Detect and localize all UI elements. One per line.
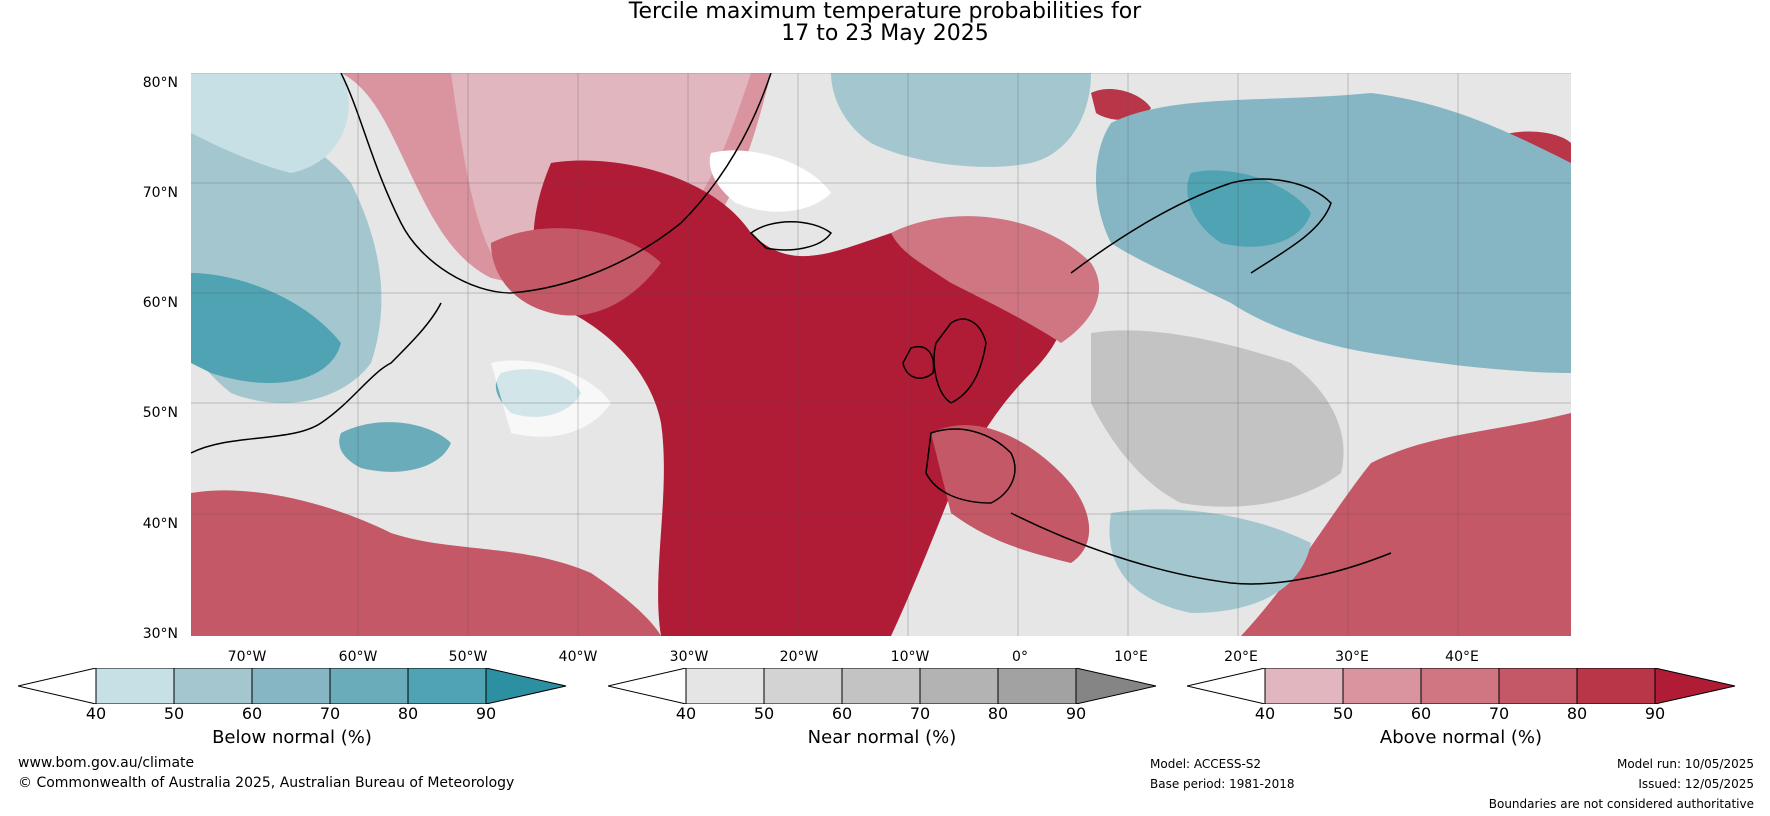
colorbar-near-tick: 80: [987, 704, 1009, 723]
colorbar-below-tick: 60: [241, 704, 263, 723]
colorbar-above-tick: 40: [1254, 704, 1276, 723]
colorbar-above: [1186, 667, 1737, 708]
lat-label-70n: 70°N: [142, 185, 178, 201]
colorbar-near-tick: 40: [675, 704, 697, 723]
colorbar-above-tick: 90: [1644, 704, 1666, 723]
colorbar-near-graphic: [607, 667, 1157, 705]
below-region-scandinavia-core: [1187, 170, 1311, 247]
map-canvas: [190, 72, 1571, 636]
colorbar-near-tick: 70: [909, 704, 931, 723]
colorbar-above-label: Above normal (%): [1379, 727, 1543, 748]
lon-label-40e: 40°E: [1445, 649, 1479, 665]
colorbar-near: [607, 667, 1158, 708]
above-region-subtropical-atlantic: [191, 490, 661, 636]
coastline-ireland: [902, 346, 935, 379]
colorbar-above-graphic: [1186, 667, 1736, 705]
footer-disclaimer: Boundaries are not considered authoritat…: [1488, 797, 1754, 811]
colorbar-below-tick: 50: [163, 704, 185, 723]
colorbar-below-tick: 90: [475, 704, 497, 723]
coastline-north-africa: [1010, 512, 1392, 585]
lat-label-30n: 30°N: [142, 626, 178, 642]
colorbar-above-tick: 50: [1332, 704, 1354, 723]
lon-label-60w: 60°W: [338, 649, 378, 665]
lon-label-40w: 40°W: [558, 649, 598, 665]
coastline-iceland: [749, 221, 833, 251]
probability-map: [190, 72, 1571, 636]
colorbar-near-tick: 60: [831, 704, 853, 723]
graticule: [191, 72, 1571, 636]
lon-label-20e: 20°E: [1224, 649, 1258, 665]
above-region-norwegian-sea: [891, 216, 1100, 343]
colorbar-near-tick: 90: [1065, 704, 1087, 723]
near-region-europe: [1091, 330, 1344, 507]
colorbar-above-tick: 70: [1488, 704, 1510, 723]
coastline-greenland: [340, 72, 772, 294]
coastline-north-america: [190, 302, 442, 454]
above-region-iberia: [931, 425, 1090, 563]
footer-model: Model: ACCESS-S2: [1150, 757, 1262, 771]
colorbar-near-tick: 50: [753, 704, 775, 723]
below-region-baffin: [191, 73, 349, 173]
neutral-region-midatlantic: [491, 360, 611, 437]
lat-label-50n: 50°N: [142, 405, 178, 421]
below-region-atlantic-patch2: [339, 422, 451, 472]
lat-label-80n: 80°N: [142, 75, 178, 91]
lon-label-30e: 30°E: [1335, 649, 1369, 665]
lon-label-10e: 10°E: [1114, 649, 1148, 665]
above-region-middle-east: [1241, 413, 1571, 636]
below-region-arctic: [831, 73, 1091, 167]
colorbar-above-tick: 60: [1410, 704, 1432, 723]
footer-issued: Issued: 12/05/2025: [1638, 777, 1754, 791]
lon-label-30w: 30°W: [669, 649, 709, 665]
coastline-iberia: [925, 428, 1016, 504]
coastlines: [190, 72, 1392, 585]
map-title-line2: 17 to 23 May 2025: [781, 21, 989, 46]
neutral-region-iceland-south: [709, 150, 831, 212]
footer-base-period: Base period: 1981-2018: [1150, 777, 1295, 791]
lon-label-0: 0°: [1012, 649, 1028, 665]
coastline-britain: [933, 318, 987, 404]
colorbar-below: [17, 667, 568, 708]
colorbar-below-graphic: [17, 667, 567, 705]
lat-label-40n: 40°N: [142, 516, 178, 532]
map-title-line1: Tercile maximum temperature probabilitie…: [628, 0, 1142, 24]
lon-label-10w: 10°W: [890, 649, 930, 665]
footer-model-run: Model run: 10/05/2025: [1616, 757, 1754, 771]
above-region-atlantic-core: [533, 160, 1065, 636]
below-region-scandinavia: [1096, 93, 1571, 373]
lon-label-70w: 70°W: [227, 649, 267, 665]
footer-website-link[interactable]: www.bom.gov.au/climate: [18, 755, 195, 771]
footer-copyright: © Commonwealth of Australia 2025, Austra…: [18, 775, 515, 791]
colorbar-above-tick: 80: [1566, 704, 1588, 723]
colorbar-near-label: Near normal (%): [807, 727, 957, 748]
coastline-scandinavia: [1070, 178, 1332, 274]
colorbar-below-tick: 80: [397, 704, 419, 723]
above-region-irminger: [491, 228, 661, 316]
lon-label-50w: 50°W: [448, 649, 488, 665]
lat-label-60n: 60°N: [142, 295, 178, 311]
colorbar-below-label: Below normal (%): [212, 727, 372, 748]
above-region-svalbard: [1091, 88, 1151, 120]
colorbar-below-tick: 70: [319, 704, 341, 723]
below-region-labrador-core: [191, 273, 341, 383]
below-region-north-africa: [1109, 509, 1311, 613]
lon-label-20w: 20°W: [779, 649, 819, 665]
colorbar-below-tick: 40: [85, 704, 107, 723]
